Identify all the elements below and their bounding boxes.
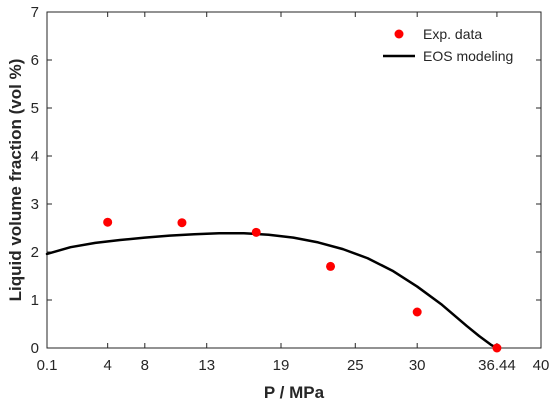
y-axis-label: Liquid volume fraction (vol %) xyxy=(6,59,25,302)
data-layer xyxy=(45,217,502,353)
exp-data-point xyxy=(103,217,113,227)
y-tick-label: 6 xyxy=(31,52,39,69)
x-tick-label: 4 xyxy=(103,357,111,374)
x-tick-label: 13 xyxy=(198,357,215,374)
x-tick-label: 25 xyxy=(347,357,364,374)
x-tick-label: 36.44 xyxy=(478,357,516,374)
exp-data-point xyxy=(251,227,261,237)
plot-frame xyxy=(46,11,542,349)
exp-data-point xyxy=(177,218,187,228)
y-tick-label: 2 xyxy=(31,244,39,261)
exp-data-point xyxy=(412,307,422,317)
x-axis-label: P / MPa xyxy=(264,383,325,402)
axes: 0.1 4 8 13 19 25 30 36.44 40 0 1 2 3 4 5 6 7 xyxy=(31,4,550,374)
y-tick-label: 3 xyxy=(31,196,39,213)
x-tick-label: 19 xyxy=(273,357,290,374)
y-tick-label: 0 xyxy=(31,340,39,357)
x-tick-label: 8 xyxy=(141,357,149,374)
x-tick-label: 0.1 xyxy=(37,357,58,374)
legend-label: Exp. data xyxy=(423,26,482,42)
y-tick-label: 1 xyxy=(31,292,39,309)
legend-label: EOS modeling xyxy=(423,48,513,64)
legend-marker-exp-data xyxy=(394,29,404,39)
y-tick-label: 7 xyxy=(31,4,39,21)
x-tick-label: 40 xyxy=(533,357,550,374)
legend: Exp. data EOS modeling xyxy=(383,26,513,64)
y-tick-label: 5 xyxy=(31,100,39,117)
exp-data-point xyxy=(326,261,336,271)
y-tick-label: 4 xyxy=(31,148,39,165)
exp-data-point xyxy=(492,343,502,353)
x-tick-label: 30 xyxy=(409,357,426,374)
eos-modeling-line xyxy=(45,232,499,350)
